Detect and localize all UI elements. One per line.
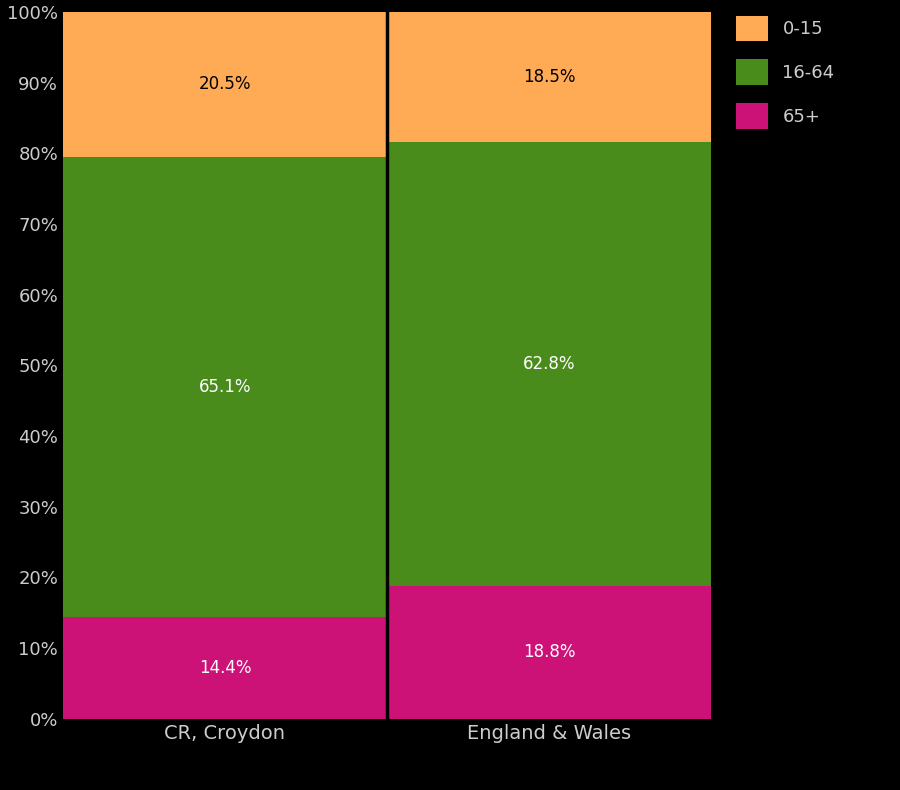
Bar: [63, 12, 387, 156]
Bar: [63, 156, 387, 617]
Bar: [387, 586, 711, 719]
Legend: 0-15, 16-64, 65+: 0-15, 16-64, 65+: [726, 7, 843, 137]
Bar: [387, 11, 711, 142]
Text: 20.5%: 20.5%: [199, 75, 251, 93]
Text: 65.1%: 65.1%: [199, 378, 251, 396]
Text: 62.8%: 62.8%: [523, 355, 575, 373]
Bar: [387, 142, 711, 586]
Bar: [63, 617, 387, 719]
Text: 18.8%: 18.8%: [523, 643, 575, 661]
Text: 14.4%: 14.4%: [199, 659, 251, 677]
Text: 18.5%: 18.5%: [523, 68, 575, 85]
